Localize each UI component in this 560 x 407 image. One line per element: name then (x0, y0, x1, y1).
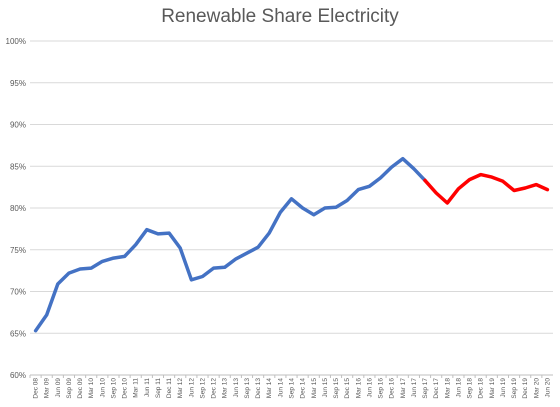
x-tick-label: Sep 10 (110, 378, 117, 399)
y-tick-label: 85% (10, 162, 26, 171)
x-tick-label: Dec 19 (522, 378, 529, 399)
gridlines (30, 40, 553, 376)
x-tick-label: Jun 14 (277, 378, 284, 398)
x-tick-label: Jun 20 (544, 378, 551, 398)
x-tick-label: Mar 09 (44, 378, 51, 399)
x-tick-label: Mar 20 (533, 378, 540, 399)
x-tick-label: Sep 11 (155, 378, 162, 399)
x-tick-label: Jun 18 (455, 378, 462, 398)
x-tick-label: Jun 19 (500, 378, 507, 398)
x-tick-label: Sep 14 (289, 378, 296, 399)
x-tick-label: Mar 19 (489, 378, 496, 399)
x-tick-label: Sep 19 (511, 378, 518, 399)
x-tick-label: Mar 15 (311, 378, 318, 399)
x-tick-label: Sep 18 (467, 378, 474, 399)
x-tick-label: Dec 14 (300, 378, 307, 399)
x-tick-label: Sep 16 (378, 378, 385, 399)
x-tick-label: Sep 15 (333, 378, 340, 399)
series-lines (33, 156, 550, 333)
x-tick-label: Dec 16 (389, 378, 396, 399)
x-tick-label: Jun 11 (144, 378, 151, 397)
y-tick-label: 100% (6, 37, 26, 46)
x-tick-label: Dec 11 (166, 378, 173, 398)
x-tick-label: Dec 12 (211, 378, 218, 399)
x-tick-label: Jun 15 (322, 378, 329, 398)
x-tick-label: Dec 08 (33, 378, 40, 399)
x-tick-label: Mar 12 (177, 378, 184, 399)
x-tick-label: Dec 17 (433, 378, 440, 399)
x-tick-label: Dec 18 (478, 378, 485, 399)
y-tick-label: 95% (10, 79, 26, 88)
y-tick-label: 60% (10, 371, 26, 380)
x-tick-label: Jun 17 (411, 378, 418, 398)
x-tick-label: Mar 16 (355, 378, 362, 399)
x-tick-label: Sep 13 (244, 378, 251, 399)
x-tick-label: Mar 11 (133, 378, 140, 398)
y-tick-label: 80% (10, 204, 26, 213)
x-tick-label: Dec 13 (255, 378, 262, 399)
x-tick-label: Jun 13 (233, 378, 240, 398)
y-tick-label: 90% (10, 121, 26, 130)
y-tick-label: 65% (10, 329, 26, 338)
x-tick-label: Sep 12 (199, 378, 206, 399)
x-tick-label: Jun 09 (55, 378, 62, 398)
x-tick-label: Mar 14 (266, 378, 273, 399)
y-tick-label: 75% (10, 246, 26, 255)
x-tick-label: Sep 09 (66, 378, 73, 399)
x-tick-label: Mar 18 (444, 378, 451, 399)
y-tick-label: 70% (10, 288, 26, 297)
series-line-2 (423, 172, 550, 205)
x-tick-label: Jun 12 (188, 378, 195, 398)
x-tick-label: Mar 17 (400, 378, 407, 399)
x-axis-ticks: Dec 08 Mar 09 Jun 09 Sep 09 Dec 09 Mar 10 Jun … (29, 375, 551, 399)
x-tick-label: Dec 15 (344, 378, 351, 399)
y-axis-ticks: 60% 65% 70% 75% 80% 85% 90% 95% 100% (6, 37, 26, 380)
x-tick-label: Dec 09 (77, 378, 84, 399)
series-line-1 (33, 156, 427, 333)
x-tick-label: Mar 13 (222, 378, 229, 399)
chart-title: Renewable Share Electricity (161, 6, 399, 27)
x-tick-label: Sep 17 (422, 378, 429, 399)
x-tick-label: Jun 10 (99, 378, 106, 398)
x-tick-label: Jun 16 (366, 378, 373, 398)
x-tick-label: Mar 10 (88, 378, 95, 399)
x-tick-label: Dec 10 (122, 378, 129, 399)
